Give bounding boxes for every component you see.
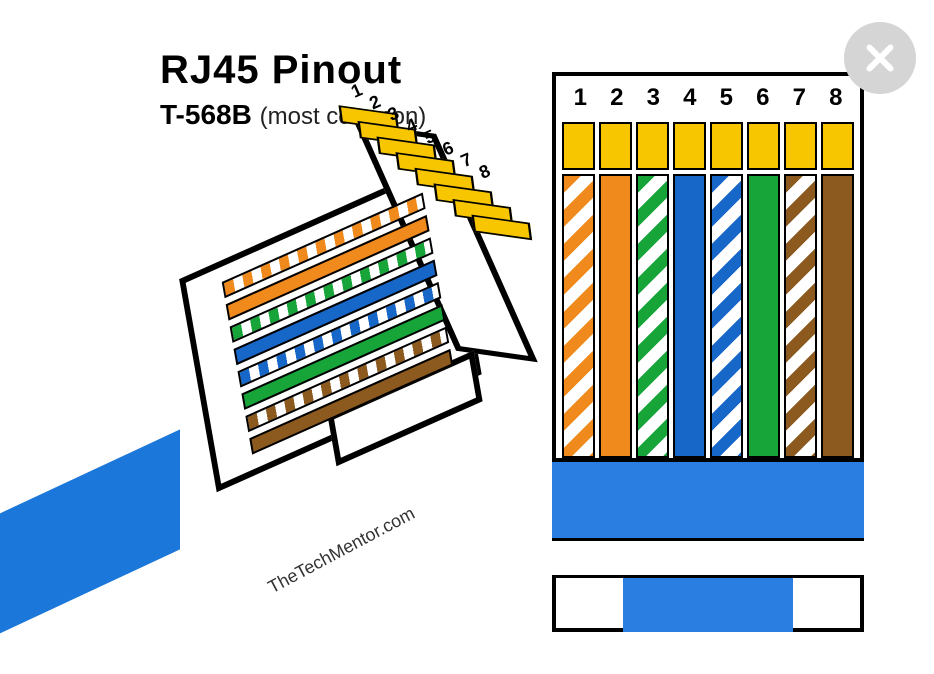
wire-white-green (636, 174, 669, 458)
pin-tip (784, 122, 817, 170)
pin-tips (562, 122, 854, 170)
page-title: RJ45 Pinout (160, 48, 426, 93)
pin-tip (562, 122, 595, 170)
pin-tip (673, 122, 706, 170)
pin-tip (821, 122, 854, 170)
wire-green (747, 174, 780, 458)
close-button[interactable] (844, 22, 916, 94)
pin-number: 4 (672, 84, 709, 112)
pin-number: 5 (708, 84, 745, 112)
wire-orange (599, 174, 632, 458)
connector-front: 12345678 (552, 72, 864, 632)
pin-tip (710, 122, 743, 170)
jacket-blue (552, 458, 864, 538)
cable-jacket-left (0, 429, 180, 670)
pin-numbers: 12345678 (556, 84, 860, 112)
pin-number: 7 (781, 84, 818, 112)
pin-number: 8 (818, 84, 855, 112)
pin-tip (636, 122, 669, 170)
pin-number: 1 (562, 84, 599, 112)
wire-brown (821, 174, 854, 458)
watermark: TheTechMentor.com (265, 503, 419, 598)
iso-pin-label: 7 (458, 149, 476, 172)
pin-number: 3 (635, 84, 672, 112)
iso-pin-label: 8 (476, 160, 494, 183)
close-icon (862, 40, 898, 76)
wire-white-orange (562, 174, 595, 458)
pin-number: 6 (745, 84, 782, 112)
connector-isometric: 12345678 TheTechMentor.com (0, 150, 470, 670)
pin-tip (747, 122, 780, 170)
wire-row (562, 174, 854, 458)
pin-number: 2 (599, 84, 636, 112)
wire-white-brown (784, 174, 817, 458)
jacket-white (552, 538, 864, 578)
wire-blue (673, 174, 706, 458)
pin-tip (599, 122, 632, 170)
wire-white-blue (710, 174, 743, 458)
cable-tail (623, 578, 793, 632)
subtitle-standard: T-568B (160, 99, 252, 130)
